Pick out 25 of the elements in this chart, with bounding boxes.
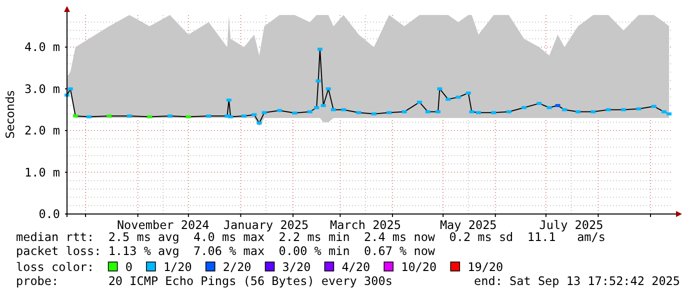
text: packet loss: 1.13 % avg 7.06 % max 0.00 % min 0.67 % now <box>16 244 436 258</box>
legend-label: 4/20 <box>342 260 370 274</box>
y-tick-label: 2.0 m <box>24 124 60 138</box>
text: probe: 20 ICMP Echo Pings (56 Bytes) every 300s <box>16 274 392 288</box>
x-tick-label: March 2025 <box>330 218 402 232</box>
legend-label: 2/20 <box>222 260 252 274</box>
x-tick-label: January 2025 <box>223 218 309 232</box>
x-tick-label: July 2025 <box>539 218 604 232</box>
y-tick-label: 4.0 m <box>24 40 60 54</box>
legend-label: 1/20 <box>163 260 192 274</box>
legend-label: 19/20 <box>468 260 504 274</box>
text: end: Sat Sep 13 17:52:42 2025 <box>474 274 680 288</box>
legend-label: 10/20 <box>401 260 437 274</box>
text: median rtt: 2.5 ms avg 4.0 ms max 2.2 ms min 2.4 ms now 0.2 ms sd 11.1 am/s <box>16 230 606 244</box>
point <box>562 108 567 112</box>
legend-label: 3/20 <box>282 260 311 274</box>
y-tick-label: 0.0 <box>38 207 60 221</box>
x-tick-label: November 2024 <box>116 218 210 232</box>
y-axis-title: Seconds <box>3 90 17 139</box>
y-tick-label: 1.0 m <box>24 165 60 180</box>
y-tick-label: 3.0 m <box>24 82 60 96</box>
legend-title: loss color: <box>16 260 94 274</box>
legend-label: 0 <box>125 260 132 274</box>
point <box>662 110 666 114</box>
x-tick-label: May 2025 <box>440 218 497 232</box>
